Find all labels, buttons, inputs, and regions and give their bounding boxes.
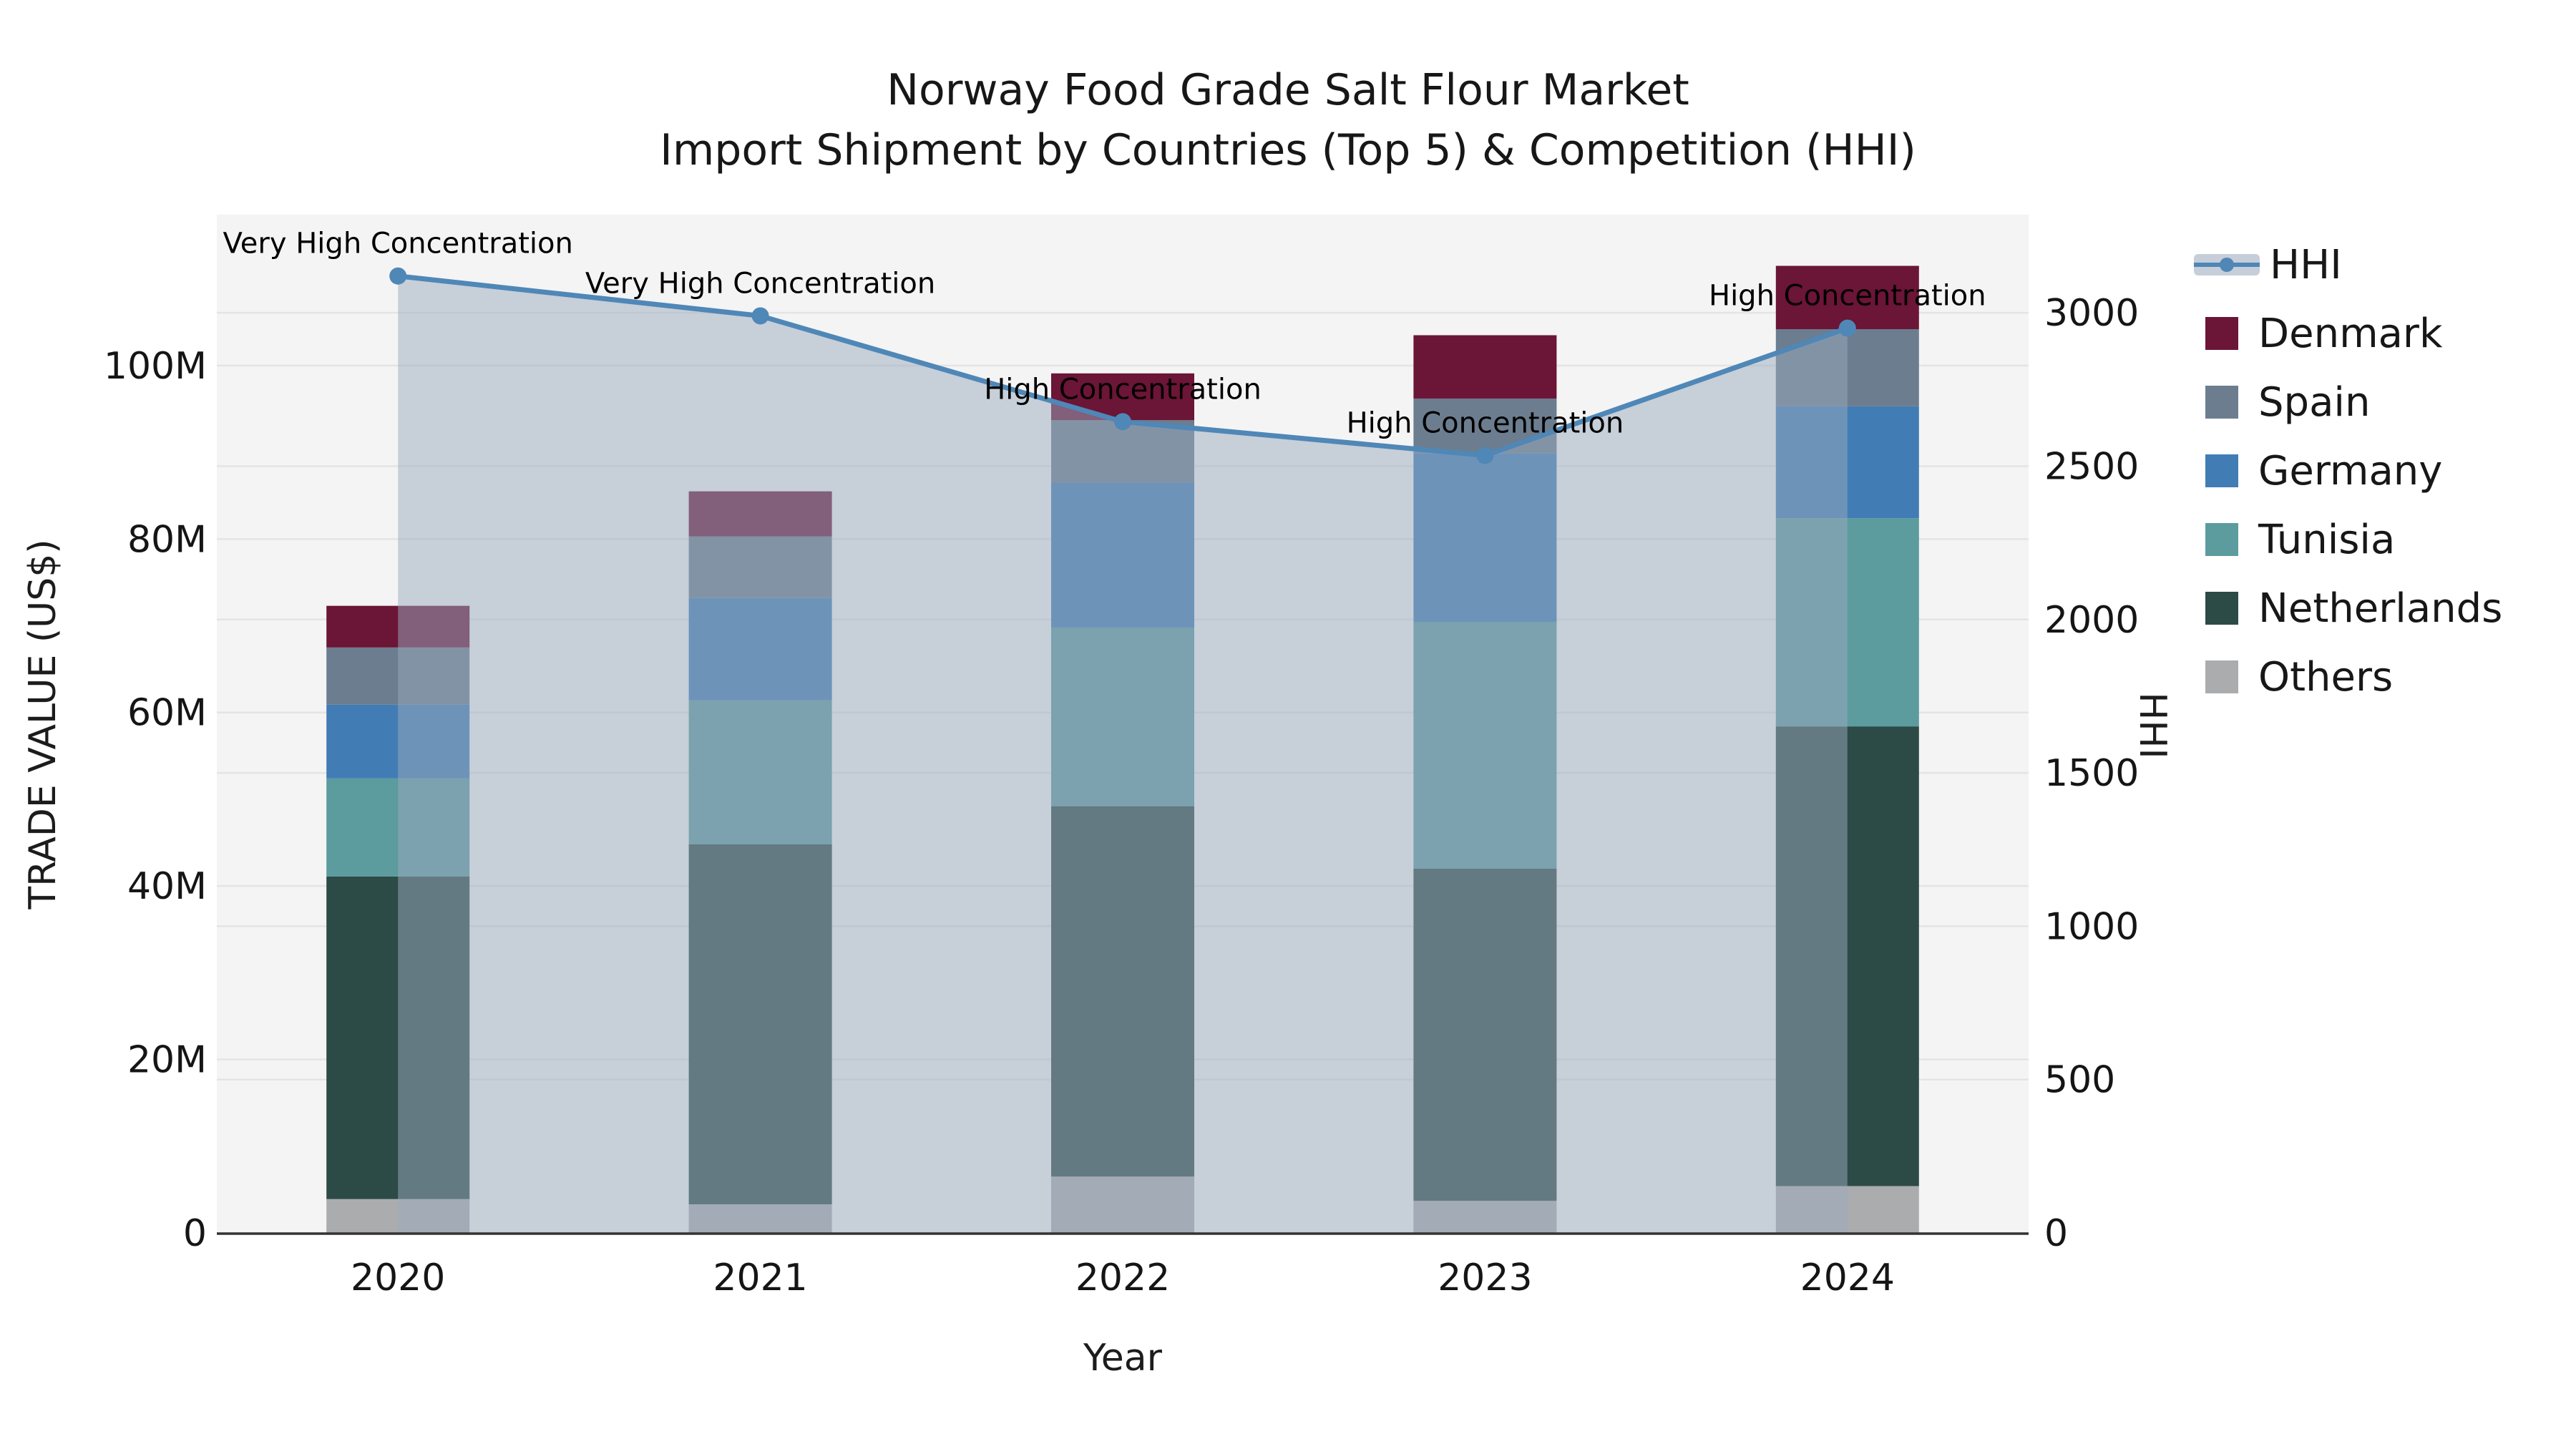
annotation-2021: Very High Concentration: [585, 267, 935, 300]
y-left-tick-100M: 100M: [104, 345, 207, 388]
legend-swatch-germany-icon: [2205, 454, 2238, 487]
x-tick-2022: 2022: [1075, 1257, 1170, 1299]
legend-swatch-denmark-icon: [2205, 317, 2238, 350]
y-left-tick-40M: 40M: [127, 865, 207, 908]
hhi-area-fill: [398, 275, 1848, 1233]
x-tick-2023: 2023: [1438, 1257, 1532, 1299]
legend-label-netherlands: Netherlands: [2258, 585, 2503, 632]
y-left-tick-0: 0: [183, 1212, 207, 1255]
legend-item-germany: Germany: [2205, 436, 2502, 505]
bar-segment-2023-Denmark: [1413, 335, 1557, 399]
hhi-legend-swatch-icon: [2194, 254, 2260, 275]
hhi-marker-2022: [1114, 413, 1131, 431]
y-right-axis-label: HHI: [2131, 692, 2174, 759]
chart-title: Norway Food Grade Salt Flour Market: [887, 65, 1689, 115]
bar-segment-2024-Denmark: [1775, 265, 1919, 329]
legend-swatch-spain-icon: [2205, 386, 2238, 419]
y-left-tick-20M: 20M: [127, 1039, 207, 1082]
legend-label-tunisia: Tunisia: [2258, 516, 2396, 563]
legend-item-others: Others: [2205, 643, 2502, 711]
legend-item-denmark: Denmark: [2205, 299, 2502, 368]
legend-label-spain: Spain: [2258, 379, 2371, 426]
legend-label-others: Others: [2258, 653, 2394, 701]
y-right-tick-2500: 2500: [2044, 445, 2139, 488]
legend: HHI Denmark Spain Germany Tunisia Netherlands…: [2194, 230, 2502, 711]
y-right-tick-0: 0: [2044, 1212, 2068, 1255]
annotation-2020: Very High Concentration: [223, 228, 573, 260]
hhi-marker-2024: [1838, 319, 1856, 337]
legend-swatch-others-icon: [2205, 660, 2238, 693]
legend-item-spain: Spain: [2205, 368, 2502, 436]
x-tick-2024: 2024: [1800, 1257, 1895, 1299]
legend-item-tunisia: Tunisia: [2205, 505, 2502, 574]
hhi-marker-2020: [389, 267, 407, 285]
chart-subtitle: Import Shipment by Countries (Top 5) & C…: [660, 125, 1916, 175]
hhi-marker-2023: [1476, 447, 1494, 464]
y-right-tick-500: 500: [2044, 1059, 2115, 1102]
legend-swatch-tunisia-icon: [2205, 523, 2238, 556]
legend-label-denmark: Denmark: [2258, 310, 2443, 357]
legend-label-hhi: HHI: [2270, 241, 2342, 288]
y-right-tick-1000: 1000: [2044, 905, 2139, 948]
y-right-tick-3000: 3000: [2044, 292, 2139, 335]
chart-title-block: Norway Food Grade Salt Flour Market Impo…: [0, 60, 2576, 180]
hhi-marker-2021: [751, 307, 769, 325]
x-axis-label: Year: [1083, 1337, 1163, 1380]
annotation-2023: High Concentration: [1347, 406, 1624, 439]
annotation-2022: High Concentration: [984, 373, 1262, 406]
legend-label-germany: Germany: [2258, 447, 2443, 494]
y-left-tick-60M: 60M: [127, 692, 207, 735]
y-right-tick-2000: 2000: [2044, 599, 2139, 642]
legend-item-netherlands: Netherlands: [2205, 574, 2502, 643]
hhi-legend-marker-icon: [2220, 258, 2234, 272]
y-right-tick-1500: 1500: [2044, 752, 2139, 795]
x-tick-2020: 2020: [351, 1257, 445, 1299]
x-tick-2021: 2021: [713, 1257, 807, 1299]
legend-swatch-netherlands-icon: [2205, 592, 2238, 625]
y-left-axis-label: TRADE VALUE (US$): [21, 539, 64, 909]
legend-item-hhi: HHI: [2194, 230, 2502, 299]
y-left-tick-80M: 80M: [127, 518, 207, 561]
annotation-2024: High Concentration: [1709, 280, 1986, 313]
